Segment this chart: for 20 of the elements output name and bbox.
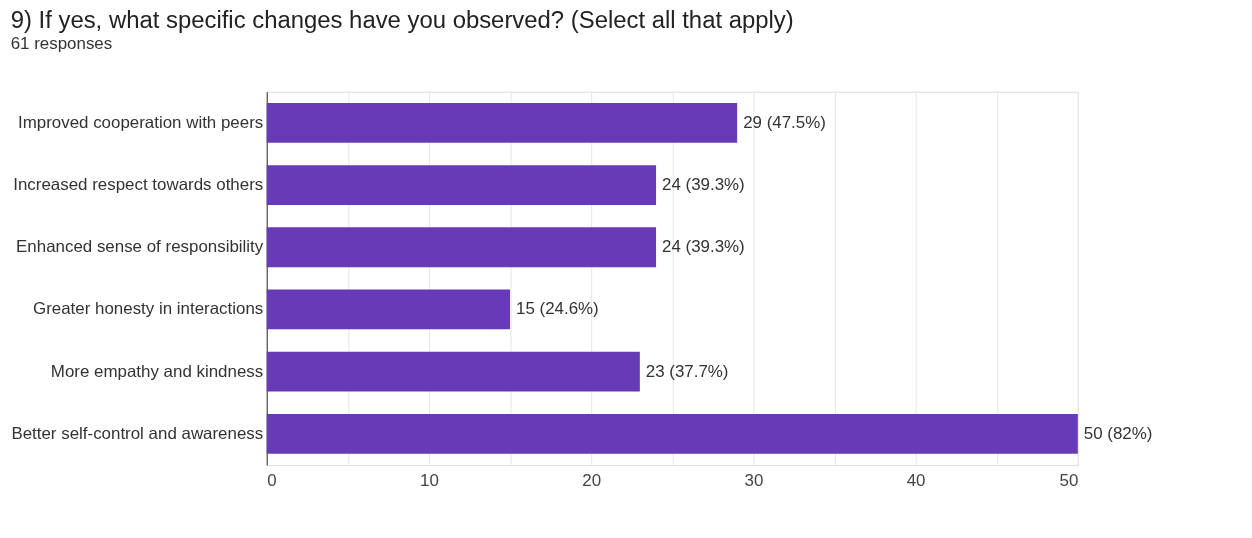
y-tick-label: Increased respect towards others (13, 175, 264, 195)
data-label: 50 (82%) (1083, 423, 1153, 443)
chart-title: 9) If yes, what specific changes have you observed? (Select all that apply) (10, 6, 794, 34)
y-tick-label: Better self-control and awareness (11, 423, 264, 443)
x-tick-label: 50 (1059, 471, 1079, 491)
y-tick-label: Improved cooperation with peers (17, 112, 264, 132)
data-label: 24 (39.3%) (662, 237, 745, 257)
data-label: 24 (39.3%) (662, 175, 745, 195)
text: 61 responses (10, 33, 113, 53)
x-tick-label: 20 (582, 471, 602, 491)
x-tick-label: 30 (744, 471, 764, 491)
data-label: 15 (24.6%) (516, 299, 599, 319)
y-tick-label: Enhanced sense of responsibility (16, 237, 264, 257)
data-label: 23 (37.7%) (645, 361, 729, 381)
x-tick-label: 40 (906, 471, 926, 491)
x-tick-label: 0 (267, 471, 277, 491)
y-tick-label: More empathy and kindness (50, 361, 264, 381)
x-tick-label: 10 (420, 471, 439, 491)
data-label: 29 (47.5%) (743, 112, 826, 132)
y-tick-label: Greater honesty in interactions (33, 299, 264, 319)
